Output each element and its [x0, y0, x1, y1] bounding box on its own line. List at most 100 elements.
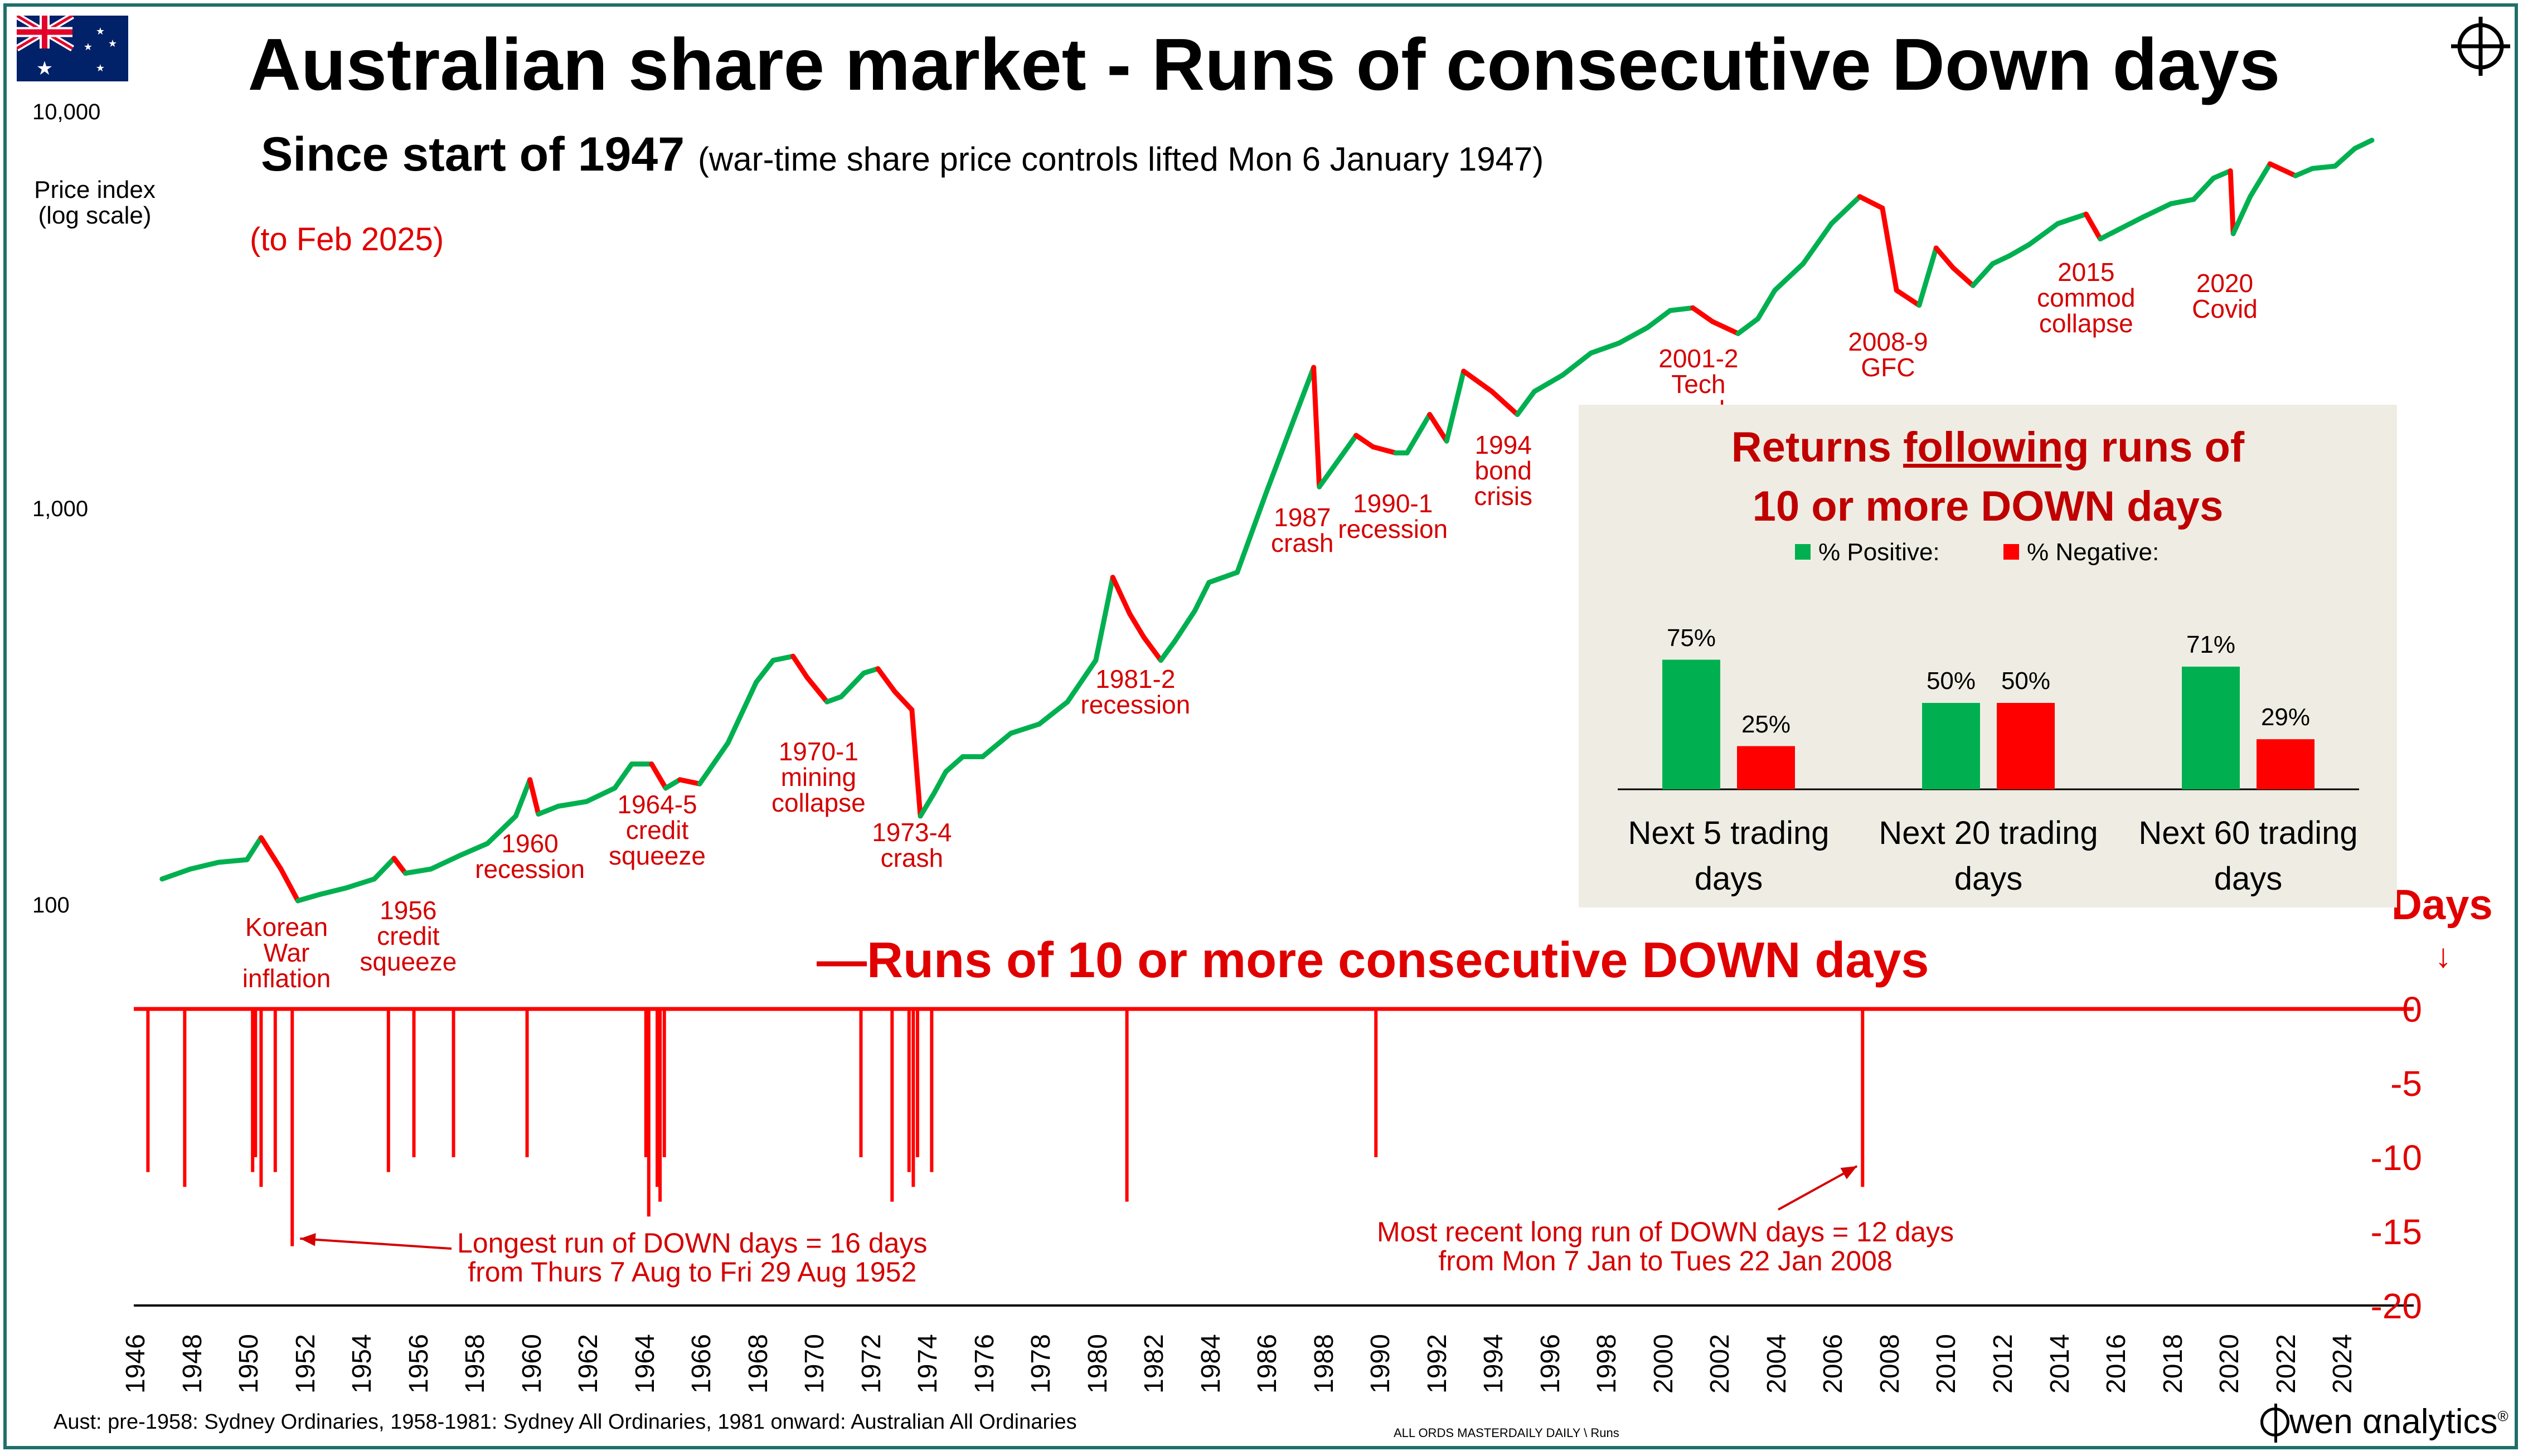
event-annotation-line: 1960	[501, 829, 559, 858]
event-annotation: 1990-1 recession	[1321, 491, 1466, 542]
price-line-segment	[1880, 205, 1899, 293]
price-line-segment	[278, 866, 300, 904]
price-line-segment	[2114, 215, 2146, 233]
event-annotation: 1973-4 crash	[840, 819, 984, 871]
price-line-segment	[1336, 433, 1359, 462]
price-line-segment	[2140, 201, 2174, 220]
price-line-segment	[2230, 194, 2253, 236]
inset-title: Returns following runs of 10 or more DOW…	[1579, 418, 2397, 536]
positive-bar	[1922, 703, 1980, 789]
x-tick-label: 1966	[687, 1334, 717, 1394]
price-line-segment	[1110, 575, 1133, 617]
price-line-segment	[1990, 253, 2012, 266]
price-line-segment	[402, 866, 434, 876]
event-annotation: 2015 commod collapse	[2013, 259, 2158, 336]
svg-text:★: ★	[96, 62, 105, 74]
event-annotation-line: credit	[625, 816, 689, 845]
price-line-segment	[1461, 368, 1495, 394]
inset-category-label: Next 5 trading days	[1628, 815, 1830, 897]
price-line-segment	[1311, 365, 1322, 489]
event-annotation: 2020 Covid	[2152, 270, 2297, 322]
x-tick-label: 1960	[517, 1334, 547, 1394]
longest-run-note-line-2: from Thurs 7 Aug to Fri 29 Aug 1952	[468, 1256, 917, 1288]
price-line-segment	[1588, 340, 1622, 356]
price-line-segment	[804, 674, 830, 705]
price-line-segment	[2211, 168, 2233, 181]
returns-bar-chart	[1618, 659, 2359, 790]
crosshair-icon	[2450, 16, 2511, 77]
price-line-segment	[216, 857, 250, 865]
price-line-segment	[909, 707, 923, 819]
x-tick-label: 1988	[1309, 1334, 1339, 1394]
price-line-segment	[343, 876, 377, 891]
negative-bar-label: 25%	[1741, 710, 1791, 738]
x-tick-label: 2018	[2158, 1334, 2188, 1394]
price-line-segment	[1933, 245, 1956, 271]
price-line-segment	[513, 777, 533, 819]
price-line-segment	[2007, 241, 2032, 259]
brand-logo: wen αnalytics®	[2260, 1402, 2508, 1443]
x-tick-label: 1964	[630, 1334, 660, 1394]
data-file-note: ALL ORDS MASTERDAILY DAILY \ Runs	[1394, 1426, 1619, 1440]
price-line-segment	[371, 856, 397, 882]
price-line-segment	[1617, 325, 1651, 346]
event-annotation-line: 2001-2	[1658, 344, 1739, 373]
svg-text:★: ★	[84, 41, 93, 53]
inset-title-line-2: 10 or more DOWN days	[1752, 483, 2224, 530]
x-tick-label: 2020	[2215, 1334, 2245, 1394]
y-axis-title: Price index (log scale)	[28, 177, 162, 229]
price-line-segment	[1772, 261, 1806, 293]
price-line-segment	[159, 866, 193, 882]
x-tick-label: 1952	[290, 1334, 321, 1394]
price-line-segment	[2352, 138, 2375, 151]
event-annotation-line: Covid	[2192, 294, 2258, 323]
x-tick-label: 1974	[913, 1334, 943, 1394]
x-tick-label: 1968	[743, 1334, 773, 1394]
positive-bar	[1662, 659, 1720, 789]
recent-run-note-line-2: from Mon 7 Jan to Tues 22 Jan 2008	[1438, 1245, 1893, 1277]
days-tick-label: -20	[2370, 1286, 2423, 1326]
price-line-segment	[1127, 611, 1147, 640]
event-annotation-line: credit	[377, 921, 440, 950]
x-tick-label: 1994	[1479, 1334, 1509, 1394]
price-line-segment	[697, 740, 731, 787]
inset-category-label: Next 60 trading days	[2138, 815, 2358, 897]
down-arrow-icon: ↓	[2435, 937, 2452, 974]
brand-name: wen αnalytics	[2289, 1402, 2498, 1441]
svg-text:★: ★	[96, 26, 105, 37]
legend-positive-label: % Positive:	[1818, 538, 1940, 566]
event-annotation-line: 2008-9	[1848, 327, 1928, 356]
x-tick-label: 1992	[1422, 1334, 1452, 1394]
event-annotation: 1960 recession	[458, 831, 603, 882]
x-tick-label: 2004	[1762, 1334, 1792, 1394]
price-line-segment	[677, 777, 702, 787]
price-line-segment	[258, 835, 284, 872]
x-tick-label: 1976	[969, 1334, 999, 1394]
price-line-segment	[1444, 368, 1467, 444]
days-axis-title: Days	[2391, 881, 2493, 929]
x-tick-label: 1986	[1253, 1334, 1283, 1394]
event-annotation: Korean War inflation	[214, 914, 359, 991]
price-line-segment	[754, 658, 776, 685]
chart-subtitle: Since start of 1947 (war-time share pric…	[261, 127, 1544, 182]
price-line-segment	[1645, 308, 1673, 331]
price-line-segment	[943, 754, 965, 774]
event-annotation-line: collapse	[2039, 309, 2133, 338]
x-tick-label: 1948	[177, 1334, 207, 1394]
event-annotation-line: crisis	[1474, 482, 1533, 511]
event-annotation-line: 1990-1	[1353, 489, 1433, 518]
price-line-segment	[318, 885, 349, 897]
y-axis-title-line-2: (log scale)	[38, 202, 152, 229]
inset-title-post: runs of	[2089, 424, 2245, 471]
price-line-segment	[1206, 570, 1240, 585]
price-line-segment	[1263, 417, 1297, 497]
x-tick-label: 1984	[1196, 1334, 1226, 1394]
x-tick-label: 2010	[1932, 1334, 1962, 1394]
x-tick-label: 1982	[1139, 1334, 1170, 1394]
price-line-segment	[457, 841, 490, 858]
event-annotation: 1987 crash	[1230, 504, 1375, 556]
event-annotation-line: 1973-4	[872, 818, 952, 847]
price-line-segment	[1235, 492, 1268, 575]
y-tick-label: 1,000	[32, 496, 89, 521]
